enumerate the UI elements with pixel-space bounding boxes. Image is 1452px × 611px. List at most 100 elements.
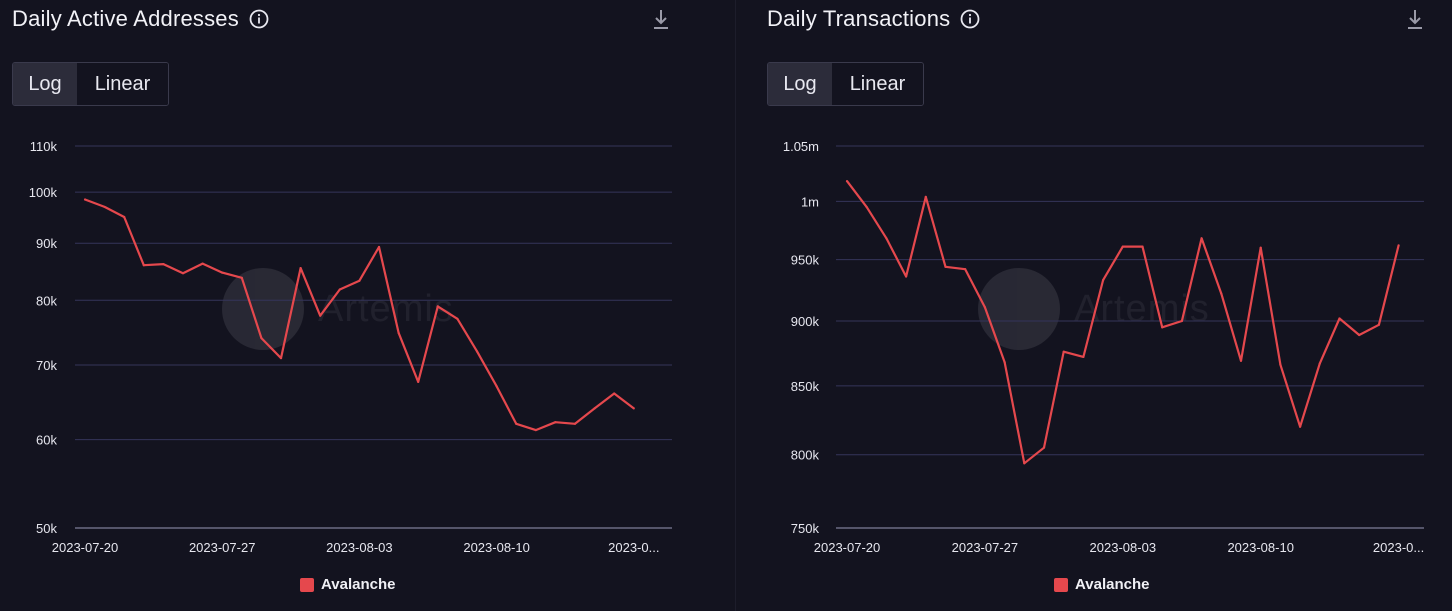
download-icon[interactable] [652,8,670,32]
linear-scale-button[interactable]: Linear [832,63,923,105]
data-point [905,275,908,278]
y-tick-label: 110k [30,139,58,154]
y-tick-label: 60k [36,433,57,448]
y-tick-label: 1.05m [783,139,819,154]
watermark-logo-icon [978,268,1060,350]
data-point [495,385,498,388]
data-point [83,198,87,201]
info-icon[interactable] [249,9,269,29]
data-point [1338,317,1341,320]
legend[interactable]: Avalanche [300,576,395,593]
data-point [1279,363,1282,366]
data-point [221,271,224,274]
x-tick-label: 2023-0... [1373,540,1424,555]
log-scale-button[interactable]: Log [13,63,77,105]
data-point [1003,361,1006,364]
data-point [1023,462,1026,465]
data-point [1220,292,1223,295]
daily-active-addresses-panel: Daily Active Addresses Log Linear Artemi… [0,0,716,611]
data-point [142,264,145,267]
data-point [1102,279,1105,282]
data-point [1397,244,1400,247]
data-point [1180,319,1183,323]
data-point [865,205,868,209]
legend-label: Avalanche [321,576,396,593]
data-point [475,350,479,353]
y-tick-label: 50k [36,521,57,536]
data-point [964,268,967,271]
scale-toggle: Log Linear [12,62,169,106]
data-point [885,237,888,240]
x-tick-label: 2023-0... [608,540,659,555]
y-tick-label: 100k [29,185,58,200]
data-point [377,245,381,249]
daily-transactions-chart: 750k 800k 850k 900k 950k 1m 1.05m 2023-07-20 202… [783,139,1424,555]
data-point [554,421,557,424]
chart-title: Daily Transactions [767,6,980,32]
daily-transactions-panel: Daily Transactions Log Linear Artemis 75… [736,0,1452,611]
y-tick-label: 750k [791,521,820,536]
log-scale-button[interactable]: Log [768,63,832,105]
data-point [417,380,420,383]
legend-swatch [300,577,314,592]
x-tick-label: 2023-07-27 [952,540,1019,555]
data-point [123,215,126,219]
chart-title-text: Daily Active Addresses [12,6,239,31]
data-point [593,407,596,410]
data-point [299,266,302,270]
data-point [240,276,243,279]
data-point [1062,350,1065,353]
data-point [319,314,322,317]
x-tick-label: 2023-07-20 [814,540,881,555]
data-point [1121,245,1124,248]
data-point [1358,333,1361,337]
data-point [1259,246,1262,249]
series-line-avalanche [846,180,1400,465]
data-point [1042,446,1046,449]
data-point [1082,355,1085,358]
data-point [534,428,537,432]
y-tick-label: 1m [801,194,819,209]
data-point [632,407,635,410]
y-tick-label: 80k [36,293,57,308]
legend-label: Avalanche [1075,576,1150,593]
watermark: Artemis [978,268,1210,350]
y-tick-label: 950k [791,253,820,268]
watermark-text: Artemis [318,287,454,330]
y-tick-label: 900k [791,314,820,329]
panel-divider [735,0,736,611]
x-tick-label: 2023-08-03 [326,540,393,555]
data-point [944,265,947,268]
data-point [260,336,263,340]
linear-scale-button[interactable]: Linear [77,63,168,105]
download-icon[interactable] [1406,8,1424,32]
data-point [358,279,361,282]
series-line-avalanche [84,198,635,432]
y-tick-label: 70k [36,358,57,373]
x-tick-label: 2023-08-10 [1227,540,1294,555]
info-icon[interactable] [960,9,980,29]
x-tick-label: 2023-07-27 [189,540,256,555]
legend[interactable]: Avalanche [1054,576,1149,593]
legend-swatch [1054,577,1068,592]
x-tick-label: 2023-07-20 [52,540,119,555]
x-tick-label: 2023-08-03 [1090,540,1157,555]
data-point [279,357,283,360]
scale-toggle: Log Linear [767,62,924,106]
y-tick-label: 850k [791,379,820,394]
data-point [1377,323,1380,326]
data-point [1299,425,1302,428]
y-tick-label: 800k [791,448,820,463]
chart-title-text: Daily Transactions [767,6,951,31]
data-point [397,331,400,334]
data-point [436,305,439,308]
data-point [1200,237,1203,240]
daily-active-addresses-chart: 50k 60k 70k 80k 90k 100k 110k 2023-07-20 2023-07… [29,139,672,555]
data-point [1239,359,1243,362]
watermark: Artemis [222,268,454,350]
data-point [1161,326,1164,329]
data-point [338,288,341,291]
data-point [103,205,106,209]
data-point [924,195,927,198]
data-point [162,263,165,266]
